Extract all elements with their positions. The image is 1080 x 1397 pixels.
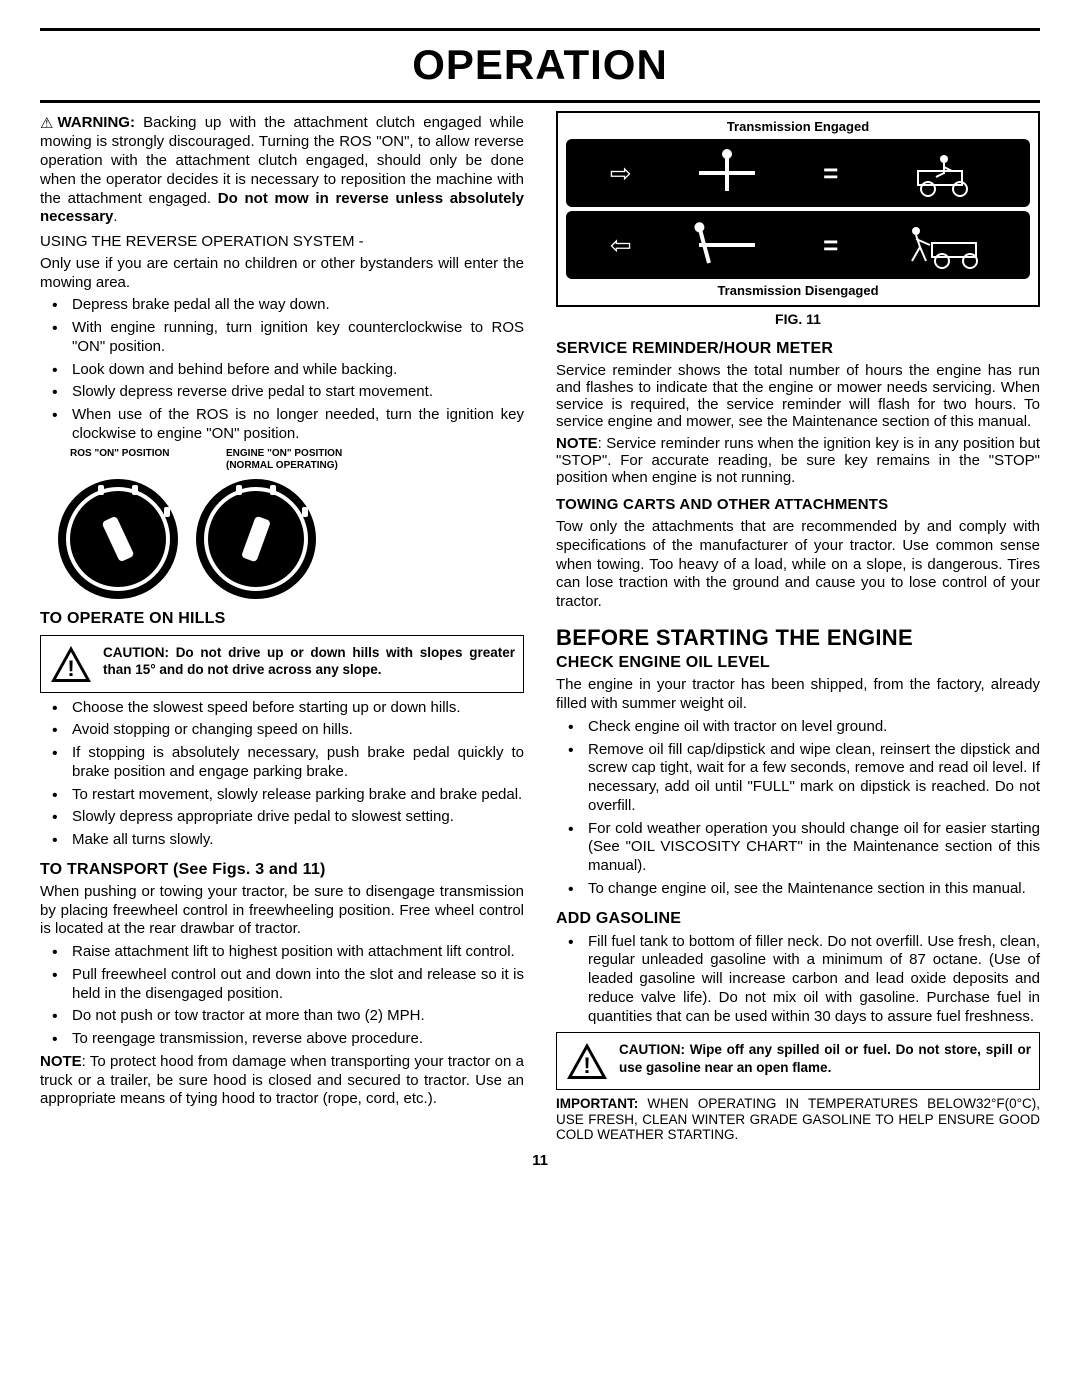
top-rule: [40, 28, 1040, 31]
list-item: Slowly depress appropriate drive pedal t…: [58, 808, 524, 827]
list-item: Choose the slowest speed before starting…: [58, 699, 524, 718]
before-heading: BEFORE STARTING THE ENGINE: [556, 624, 1040, 652]
list-item: To restart movement, slowly release park…: [58, 786, 524, 805]
ros-intro: Only use if you are certain no children …: [40, 255, 524, 293]
figure-11-box: Transmission Engaged ⇨ = ⇦ =: [556, 111, 1040, 308]
ignition-diagrams: [58, 479, 524, 599]
note-body: : To protect hood from damage when trans…: [40, 1053, 524, 1108]
trans-engaged-panel: ⇨ =: [566, 139, 1030, 207]
list-item: Remove oil fill cap/dipstick and wipe cl…: [574, 741, 1040, 816]
ros-steps: Depress brake pedal all the way down. Wi…: [40, 296, 524, 443]
warning-icon: ⚠: [40, 115, 57, 132]
list-item: With engine running, turn ignition key c…: [58, 319, 524, 357]
ign-label-right: ENGINE "ON" POSITION (NORMAL OPERATING): [226, 448, 376, 473]
warning-label: WARNING:: [57, 114, 135, 131]
hills-steps: Choose the slowest speed before starting…: [40, 699, 524, 850]
list-item: For cold weather operation you should ch…: [574, 820, 1040, 876]
list-item: Slowly depress reverse drive pedal to st…: [58, 383, 524, 402]
gas-caution-box: ! CAUTION: Wipe off any spilled oil or f…: [556, 1032, 1040, 1090]
arrow-left-icon: ⇦: [610, 229, 632, 262]
list-item: Avoid stopping or changing speed on hill…: [58, 721, 524, 740]
transport-heading: TO TRANSPORT (See Figs. 3 and 11): [40, 860, 524, 880]
right-column: Transmission Engaged ⇨ = ⇦ =: [556, 111, 1040, 1146]
towing-body: Tow only the attachments that are recomm…: [556, 518, 1040, 612]
tractor-rider-icon: [906, 149, 986, 197]
caution-triangle-icon: !: [565, 1041, 609, 1081]
towing-heading: TOWING CARTS AND OTHER ATTACHMENTS: [556, 496, 1040, 515]
transport-intro: When pushing or towing your tractor, be …: [40, 883, 524, 939]
important-label: IMPORTANT:: [556, 1096, 638, 1111]
list-item: Fill fuel tank to bottom of filler neck.…: [574, 933, 1040, 1027]
list-item: Depress brake pedal all the way down.: [58, 296, 524, 315]
note-label: NOTE: [556, 435, 598, 452]
note-label: NOTE: [40, 1053, 82, 1070]
left-column: ⚠WARNING: Backing up with the attachment…: [40, 111, 524, 1146]
arrow-right-icon: ⇨: [610, 157, 632, 190]
tractor-push-icon: [906, 221, 986, 269]
important-para: IMPORTANT: WHEN OPERATING IN TEMPERATURE…: [556, 1096, 1040, 1143]
transport-note: NOTE: To protect hood from damage when t…: [40, 1053, 524, 1109]
list-item: Check engine oil with tractor on level g…: [574, 718, 1040, 737]
page-title: OPERATION: [40, 39, 1040, 92]
service-heading: SERVICE REMINDER/HOUR METER: [556, 339, 1040, 359]
gas-heading: ADD GASOLINE: [556, 909, 1040, 929]
svg-text:!: !: [67, 656, 74, 681]
list-item: To reengage transmission, reverse above …: [58, 1030, 524, 1049]
trans-disengaged-label: Transmission Disengaged: [566, 283, 1030, 299]
title-rule: [40, 100, 1040, 103]
oil-steps: Check engine oil with tractor on level g…: [556, 718, 1040, 899]
lever-disengaged-icon: [699, 225, 755, 265]
list-item: Pull freewheel control out and down into…: [58, 966, 524, 1004]
caution-triangle-icon: !: [49, 644, 93, 684]
oil-intro: The engine in your tractor has been ship…: [556, 676, 1040, 714]
hills-caution-text: CAUTION: Do not drive up or down hills w…: [103, 644, 515, 679]
lever-engaged-icon: [699, 153, 755, 193]
service-body: Service reminder shows the total number …: [556, 362, 1040, 431]
hills-heading: TO OPERATE ON HILLS: [40, 609, 524, 629]
gas-steps: Fill fuel tank to bottom of filler neck.…: [556, 933, 1040, 1027]
ignition-engine-icon: [196, 479, 316, 599]
list-item: Look down and behind before and while ba…: [58, 361, 524, 380]
equals-icon: =: [823, 229, 838, 262]
service-note-body: : Service reminder runs when the ignitio…: [556, 435, 1040, 487]
list-item: Do not push or tow tractor at more than …: [58, 1007, 524, 1026]
list-item: If stopping is absolutely necessary, pus…: [58, 744, 524, 782]
hills-caution-box: ! CAUTION: Do not drive up or down hills…: [40, 635, 524, 693]
oil-heading: CHECK ENGINE OIL LEVEL: [556, 653, 1040, 673]
list-item: Make all turns slowly.: [58, 831, 524, 850]
equals-icon: =: [823, 157, 838, 190]
ros-heading: USING THE REVERSE OPERATION SYSTEM -: [40, 233, 524, 252]
page-number: 11: [40, 1152, 1040, 1171]
list-item: When use of the ROS is no longer needed,…: [58, 406, 524, 444]
warning-para: ⚠WARNING: Backing up with the attachment…: [40, 114, 524, 228]
figure-caption: FIG. 11: [556, 311, 1040, 329]
list-item: Raise attachment lift to highest positio…: [58, 943, 524, 962]
gas-caution-text: CAUTION: Wipe off any spilled oil or fue…: [619, 1041, 1031, 1076]
ignition-ros-icon: [58, 479, 178, 599]
trans-engaged-label: Transmission Engaged: [566, 119, 1030, 135]
svg-text:!: !: [583, 1053, 590, 1078]
ign-label-left: ROS "ON" POSITION: [70, 448, 190, 473]
transport-steps: Raise attachment lift to highest positio…: [40, 943, 524, 1049]
ignition-labels: ROS "ON" POSITION ENGINE "ON" POSITION (…: [70, 448, 524, 473]
service-note: NOTE: Service reminder runs when the ign…: [556, 435, 1040, 487]
trans-disengaged-panel: ⇦ =: [566, 211, 1030, 279]
columns: ⚠WARNING: Backing up with the attachment…: [40, 111, 1040, 1146]
list-item: To change engine oil, see the Maintenanc…: [574, 880, 1040, 899]
